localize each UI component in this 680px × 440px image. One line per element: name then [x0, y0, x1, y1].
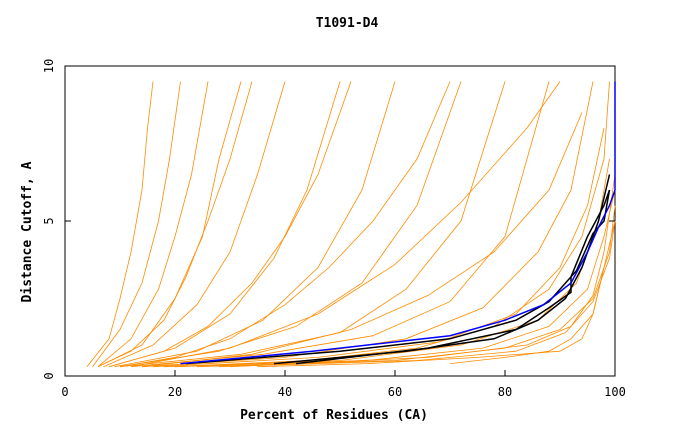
series-line-orange-2 [97, 81, 209, 368]
plot-area: 0 20 40 60 80 100 0 5 10 [42, 59, 626, 399]
y-tick-label-0: 0 [42, 372, 56, 379]
series-line-black-27 [185, 189, 611, 365]
x-tick-label-0: 0 [61, 385, 68, 399]
x-tick-label-1: 20 [168, 385, 182, 399]
series-line-orange-8 [119, 81, 506, 368]
series-layer [86, 81, 616, 368]
x-tick-label-5: 100 [604, 385, 626, 399]
y-axis-label: Distance Cutoff, A [20, 161, 35, 302]
series-line-orange-21 [141, 112, 583, 368]
x-axis-label: Percent of Residues (CA) [240, 408, 428, 423]
series-line-orange-11 [152, 127, 605, 368]
series-line-orange-4 [103, 81, 286, 368]
series-line-orange-24 [257, 267, 605, 368]
tick-layer: 0 20 40 60 80 100 0 5 10 [42, 59, 626, 399]
series-line-orange-5 [108, 81, 341, 368]
series-line-orange-18 [108, 81, 352, 368]
series-line-orange-9 [130, 81, 550, 368]
series-line-orange-1 [92, 81, 181, 367]
series-line-black-26 [295, 189, 611, 365]
series-line-orange-16 [229, 174, 616, 368]
series-line-orange-20 [130, 81, 561, 368]
series-line-orange-17 [119, 81, 451, 368]
y-tick-label-1: 5 [42, 217, 56, 224]
x-tick-label-4: 80 [498, 385, 512, 399]
chart-title: T1091-D4 [316, 16, 379, 31]
x-tick-label-3: 60 [388, 385, 402, 399]
x-tick-label-2: 40 [278, 385, 292, 399]
series-line-orange-19 [97, 81, 253, 368]
series-line-orange-3 [97, 81, 242, 368]
series-line-orange-10 [141, 81, 594, 368]
y-tick-label-2: 10 [42, 59, 56, 73]
series-line-blue-28 [180, 81, 616, 365]
series-line-orange-0 [86, 81, 154, 367]
series-line-orange-7 [119, 81, 462, 368]
series-line-orange-14 [196, 205, 616, 368]
series-line-orange-6 [114, 81, 396, 368]
